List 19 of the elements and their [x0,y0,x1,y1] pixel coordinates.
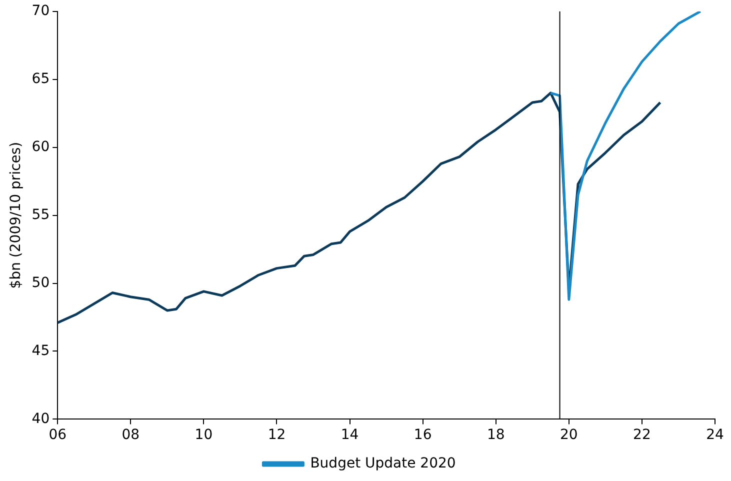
y-tick-label: 65 [32,71,50,88]
x-tick-label: 12 [268,427,286,444]
y-tick-label: 70 [32,3,50,20]
x-tick-label: 22 [633,427,651,444]
x-tick-label: 14 [340,427,359,444]
y-tick-label: 60 [32,138,50,155]
y-tick-label: 40 [32,410,50,427]
x-tick-label: 10 [194,427,213,444]
y-tick-label: 55 [32,206,50,223]
y-tick-label: 50 [32,274,50,291]
y-tick-label: 45 [32,342,50,359]
x-tick-label: 16 [414,427,432,444]
x-tick-label: 06 [48,427,67,444]
x-tick-label: 24 [706,427,724,444]
legend-label: Budget Update 2020 [310,456,456,472]
x-tick-label: 08 [122,427,140,444]
x-tick-label: 20 [560,427,578,444]
y-axis-title: $bn (2009/10 prices) [8,142,24,289]
x-tick-label: 18 [486,427,505,444]
